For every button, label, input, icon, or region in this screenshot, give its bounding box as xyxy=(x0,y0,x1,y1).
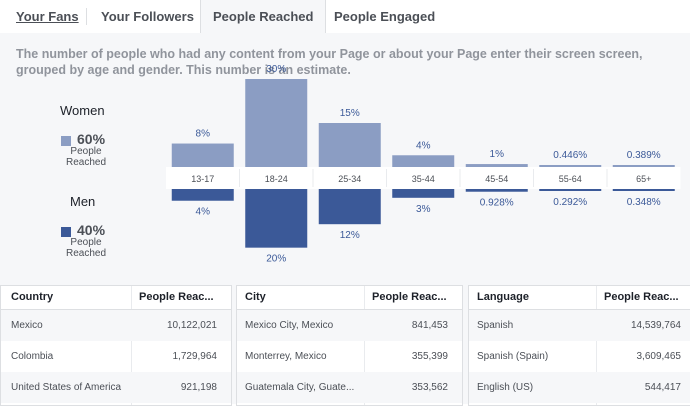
language-name: Spanish (Spain) xyxy=(477,351,549,362)
men-data-label: 3% xyxy=(416,204,431,215)
language-reach: 14,539,764 xyxy=(630,320,681,331)
city-reach-column-header[interactable]: People Reac... xyxy=(372,291,447,303)
age-category-label: 45-54 xyxy=(485,174,508,184)
city-name: Guatemala City, Guate... xyxy=(245,382,355,393)
women-caption: People Reached xyxy=(65,146,107,168)
country-reach-column-header[interactable]: People Reac... xyxy=(139,291,214,303)
city-reach: 353,562 xyxy=(411,382,448,393)
tab-people-engaged[interactable]: People Engaged xyxy=(334,9,436,24)
women-bar xyxy=(171,143,234,167)
men-bar xyxy=(392,189,455,198)
table-row: Mexico 10,122,021 xyxy=(1,310,231,341)
men-bar xyxy=(612,189,675,191)
country-column-header[interactable]: Country xyxy=(11,291,54,303)
language-name: Spanish xyxy=(477,320,514,331)
women-legend-title: Women xyxy=(60,103,105,118)
header-divider xyxy=(237,309,462,310)
table-row: Colombia 1,729,964 xyxy=(1,341,231,372)
men-data-label: 0.292% xyxy=(553,197,587,208)
men-bar xyxy=(465,189,528,192)
women-data-label: 8% xyxy=(196,129,211,140)
men-legend-title: Men xyxy=(70,194,96,209)
men-data-label: 20% xyxy=(266,254,286,265)
men-bar xyxy=(318,189,381,225)
tab-divider xyxy=(86,8,87,25)
women-bar xyxy=(318,123,381,167)
country-name: Colombia xyxy=(11,351,54,362)
men-data-label: 0.928% xyxy=(480,198,514,209)
table-row: Mexico City, Mexico 841,453 xyxy=(237,310,462,341)
men-percent: 40% xyxy=(77,222,106,238)
country-reach: 921,198 xyxy=(180,382,217,393)
age-category-label: 18-24 xyxy=(265,174,288,184)
table-row: English (US) 544,417 xyxy=(469,372,690,403)
country-reach: 10,122,021 xyxy=(166,320,217,331)
women-color-swatch xyxy=(61,136,71,146)
age-category-label: 25-34 xyxy=(338,174,361,184)
men-caption: People Reached xyxy=(65,237,107,259)
language-reach: 544,417 xyxy=(644,382,681,393)
men-data-label: 12% xyxy=(340,230,360,241)
city-reach: 841,453 xyxy=(411,320,448,331)
tab-your-fans[interactable]: Your Fans xyxy=(16,9,79,24)
age-category-label: 65+ xyxy=(636,174,651,184)
language-table: Language People Reac... Spanish 14,539,7… xyxy=(468,285,690,406)
age-gender-bar-chart: 13-17 8% 4% 18-24 30% 20% 25-34 15% 12% 35-44 4% 3%… xyxy=(166,64,681,265)
age-category-label: 35-44 xyxy=(412,174,435,184)
women-bar xyxy=(392,155,455,167)
table-row: Spanish 14,539,764 xyxy=(469,310,690,341)
column-divider xyxy=(596,286,597,405)
table-row: Monterrey, Mexico 355,399 xyxy=(237,341,462,372)
tab-your-followers[interactable]: Your Followers xyxy=(101,9,194,24)
table-row: Guatemala City, Guate... 353,562 xyxy=(237,372,462,403)
tab-bar: Your Fans Your Followers People Reached … xyxy=(0,0,690,34)
header-divider xyxy=(469,309,690,310)
women-data-label: 0.446% xyxy=(553,150,587,161)
table-row: United States of America 921,198 xyxy=(1,372,231,403)
city-reach: 355,399 xyxy=(411,351,448,362)
header-divider xyxy=(1,309,231,310)
country-reach: 1,729,964 xyxy=(172,351,218,362)
women-data-label: 15% xyxy=(340,108,360,119)
city-name: Monterrey, Mexico xyxy=(245,351,327,362)
column-divider xyxy=(131,286,132,405)
women-data-label: 0.389% xyxy=(627,150,661,161)
country-name: United States of America xyxy=(11,382,122,393)
men-bar xyxy=(539,189,602,191)
men-data-label: 0.348% xyxy=(627,197,661,208)
women-bar xyxy=(465,164,528,167)
age-category-label: 13-17 xyxy=(191,174,214,184)
language-name: English (US) xyxy=(477,382,534,393)
country-name: Mexico xyxy=(11,320,43,331)
women-bar xyxy=(539,165,602,167)
city-column-header[interactable]: City xyxy=(245,291,266,303)
women-data-label: 1% xyxy=(490,149,505,160)
men-color-swatch xyxy=(61,227,71,237)
women-percent: 60% xyxy=(77,131,106,147)
chart-description: The number of people who had any content… xyxy=(16,47,643,77)
table-row: Spanish (Spain) 3,609,465 xyxy=(469,341,690,372)
language-column-header[interactable]: Language xyxy=(477,291,529,303)
women-bar xyxy=(612,165,675,167)
category-label-band xyxy=(166,167,681,189)
men-bar xyxy=(171,189,234,201)
tab-people-reached[interactable]: People Reached xyxy=(200,0,327,33)
age-category-label: 55-64 xyxy=(559,174,582,184)
men-bar xyxy=(245,189,308,248)
women-data-label: 30% xyxy=(266,64,286,75)
city-name: Mexico City, Mexico xyxy=(245,320,334,331)
language-reach: 3,609,465 xyxy=(636,351,682,362)
column-divider xyxy=(364,286,365,405)
women-data-label: 4% xyxy=(416,140,431,151)
men-data-label: 4% xyxy=(196,207,211,218)
women-bar xyxy=(245,79,308,167)
city-table: City People Reac... Mexico City, Mexico … xyxy=(236,285,463,406)
country-table: Country People Reac... Mexico 10,122,021… xyxy=(0,285,232,406)
language-reach-column-header[interactable]: People Reac... xyxy=(604,291,679,303)
